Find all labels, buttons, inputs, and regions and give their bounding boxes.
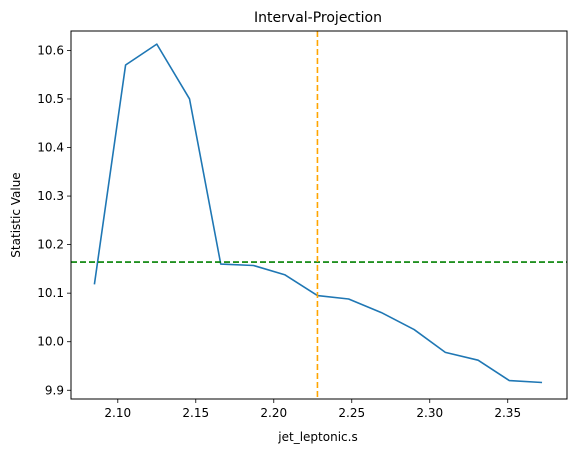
x-tick-label: 2.15: [182, 406, 209, 420]
x-axis-label: jet_leptonic.s: [277, 430, 357, 444]
plot-frame: [70, 30, 568, 400]
y-tick-label: 10.3: [37, 189, 64, 203]
x-tick-label: 2.30: [416, 406, 443, 420]
x-tick-label: 2.20: [260, 406, 287, 420]
y-axis-label: Statistic Value: [9, 172, 23, 257]
plot-area: [71, 31, 567, 399]
x-axis: 2.10 2.15 2.20 2.25 2.30 2.35: [104, 399, 521, 420]
y-tick-label: 10.5: [37, 92, 64, 106]
y-tick-label: 10.0: [37, 335, 64, 349]
y-tick-label: 9.9: [45, 383, 64, 397]
y-tick-label: 10.2: [37, 238, 64, 252]
y-axis: 9.9 10.0 10.1 10.2 10.3 10.4 10.5 10.6: [37, 43, 71, 397]
chart-title: Interval-Projection: [254, 10, 382, 26]
y-tick-label: 10.1: [37, 286, 64, 300]
x-tick-label: 2.25: [338, 406, 365, 420]
y-tick-label: 10.6: [37, 43, 64, 57]
x-tick-label: 2.35: [494, 406, 521, 420]
y-tick-label: 10.4: [37, 141, 64, 155]
x-tick-label: 2.10: [104, 406, 131, 420]
